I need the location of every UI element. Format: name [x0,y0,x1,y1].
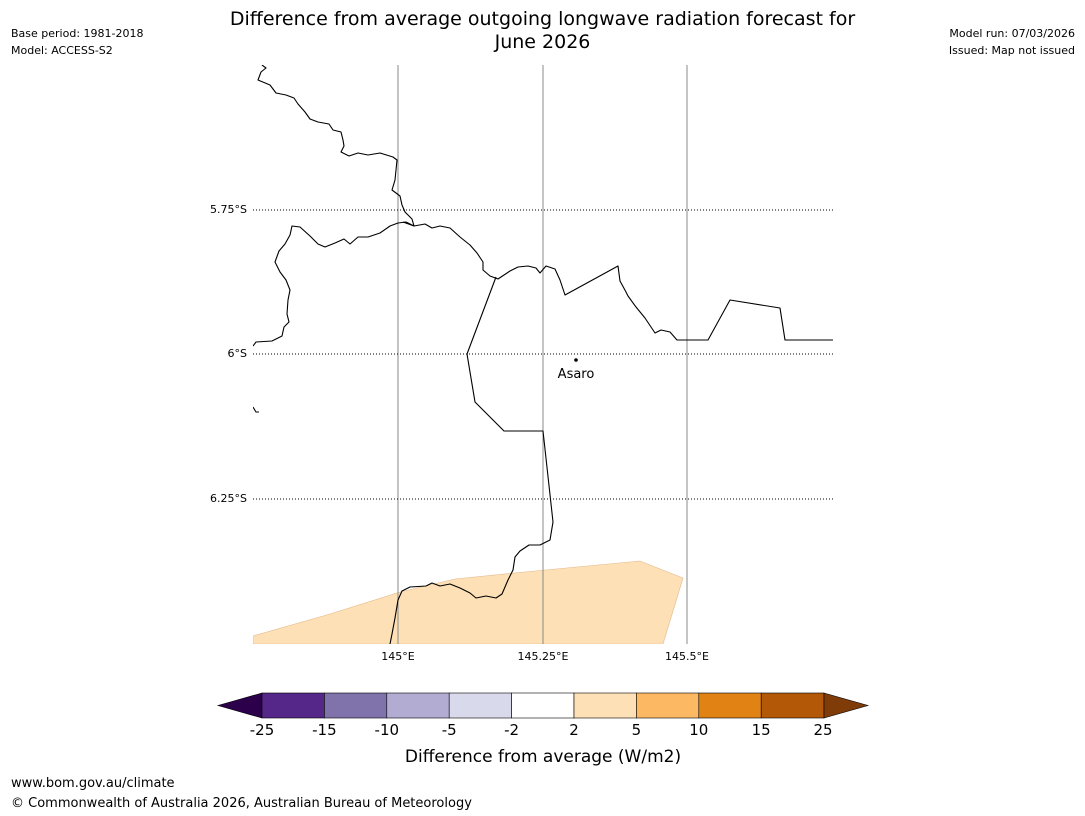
title-line-1: Difference from average outgoing longwav… [229,8,856,30]
colorbar-tick-8: 10 [689,721,708,739]
asaro-marker [574,358,578,362]
colorbar-tick-3: -10 [375,721,400,739]
model-text: Model: ACCESS-S2 [11,44,113,57]
boundary-central [402,221,833,341]
colorbar-tick-1: -25 [250,721,275,739]
colorbar [216,692,870,719]
colorbar-extend-low [216,692,263,719]
colorbar-tick-2: -15 [312,721,337,739]
footer-url[interactable]: www.bom.gov.au/climate [11,776,175,791]
colorbar-seg-2 [324,692,388,719]
colorbar-tick-4: -5 [442,721,457,739]
colorbar-tick-7: 5 [632,721,642,739]
colorbar-tick-6: 2 [569,721,579,739]
issued-text: Issued: Map not issued [948,44,1075,57]
colorbar-seg-3 [386,692,450,719]
footer-copyright: © Commonwealth of Australia 2026, Austra… [11,796,472,811]
colorbar-ticks: -25 -15 -10 -5 -2 2 5 10 15 25 [250,721,833,739]
title-line-2: June 2026 [494,31,591,53]
lat-label-5-75: 5.75°S [210,203,247,216]
metadata-left: Base period: 1981-2018 Model: ACCESS-S2 [11,25,143,59]
colorbar-seg-7 [636,692,700,719]
boundary-northern [253,65,415,347]
boundary-western-chimbu [389,276,554,644]
colorbar-seg-4 [448,692,512,719]
colorbar-extend-high [823,692,870,719]
base-period-text: Base period: 1981-2018 [11,27,144,40]
axis-labels: 5.75°S 6°S 6.25°S 145°E 145.25°E 145.5°E [210,203,709,663]
anomaly-region-2-to-5 [253,560,684,644]
lon-label-145-25: 145.25°E [518,650,569,663]
colorbar-tick-10: 25 [813,721,832,739]
model-run-text: Model run: 07/03/2026 [949,27,1075,40]
colorbar-seg-5 [511,692,575,719]
colorbar-tick-9: 15 [752,721,771,739]
colorbar-tick-5: -2 [504,721,519,739]
colorbar-label: Difference from average (W/m2) [405,747,681,767]
lon-label-145-5: 145.5°E [665,650,709,663]
lat-label-6: 6°S [228,347,247,360]
asaro-label: Asaro [558,367,595,382]
boundaries [253,65,833,644]
anomaly-layer [253,560,684,644]
lon-label-145: 145°E [381,650,414,663]
boundary-fragment [253,406,259,413]
colorbar-seg-9 [760,692,825,719]
colorbar-seg-6 [573,692,637,719]
lat-label-6-25: 6.25°S [210,492,247,505]
metadata-right: Model run: 07/03/2026 Issued: Map not is… [949,25,1075,59]
graticule [253,65,833,644]
colorbar-seg-1 [261,692,325,719]
colorbar-seg-8 [698,692,762,719]
map-title: Difference from average outgoing longwav… [170,8,915,54]
